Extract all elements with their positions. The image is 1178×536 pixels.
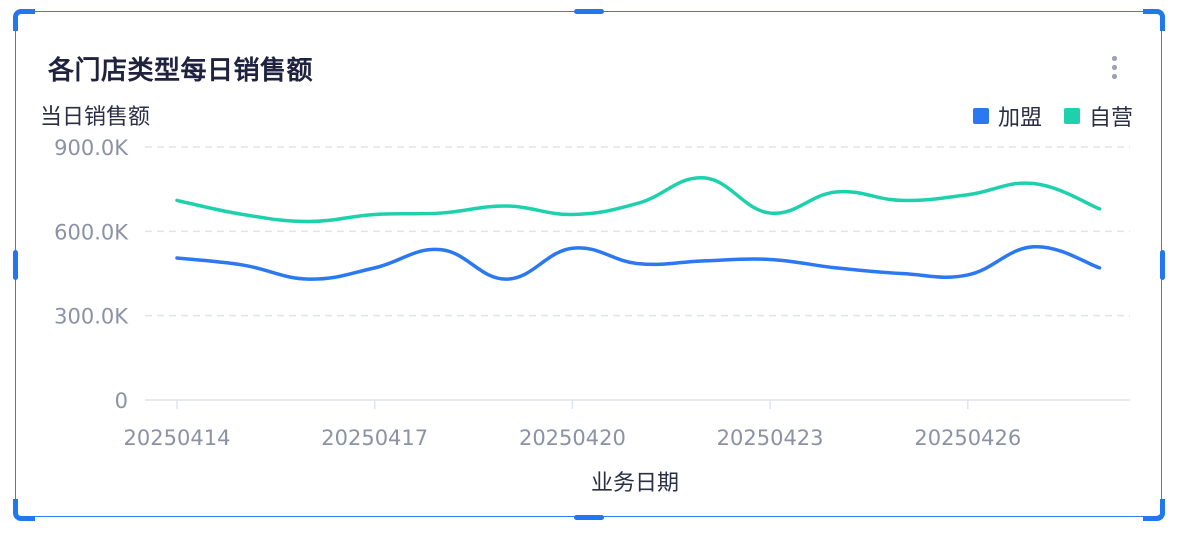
y-tick-label: 900.0K	[54, 136, 129, 160]
resize-handle-bottom-left[interactable]	[13, 499, 35, 521]
resize-handle-bottom-right[interactable]	[1143, 499, 1165, 521]
resize-handle-right[interactable]	[1160, 250, 1165, 280]
resize-handle-top[interactable]	[574, 9, 604, 14]
y-tick-label: 600.0K	[54, 220, 129, 244]
chart-title: 各门店类型每日销售额	[48, 56, 314, 86]
x-tick-label: 20250423	[717, 426, 824, 450]
x-tick-label: 20250426	[914, 426, 1021, 450]
x-tick-label: 20250417	[321, 426, 428, 450]
resize-handle-top-right[interactable]	[1143, 9, 1165, 31]
series-line-2	[175, 176, 1102, 224]
legend-swatch	[1064, 108, 1080, 124]
legend-label: 自营	[1089, 106, 1134, 131]
x-tick-label: 20250414	[124, 426, 231, 450]
legend-item-franchise[interactable]: 加盟	[973, 100, 1042, 132]
legend-label: 加盟	[998, 106, 1043, 131]
more-vertical-icon[interactable]	[1104, 54, 1124, 84]
chart-card[interactable]	[15, 11, 1162, 517]
y-tick-label: 300.0K	[54, 305, 129, 329]
resize-handle-left[interactable]	[13, 250, 18, 280]
legend-item-direct[interactable]: 自营	[1064, 100, 1133, 132]
y-axis-title: 当日销售额	[40, 105, 151, 130]
x-tick-label: 20250420	[519, 426, 626, 450]
legend-swatch	[973, 108, 989, 124]
y-tick-label: 0	[115, 389, 128, 413]
resize-handle-bottom[interactable]	[574, 515, 604, 520]
x-axis-title: 业务日期	[590, 471, 679, 496]
series-line-1	[175, 245, 1102, 281]
resize-handle-top-left[interactable]	[13, 9, 35, 31]
